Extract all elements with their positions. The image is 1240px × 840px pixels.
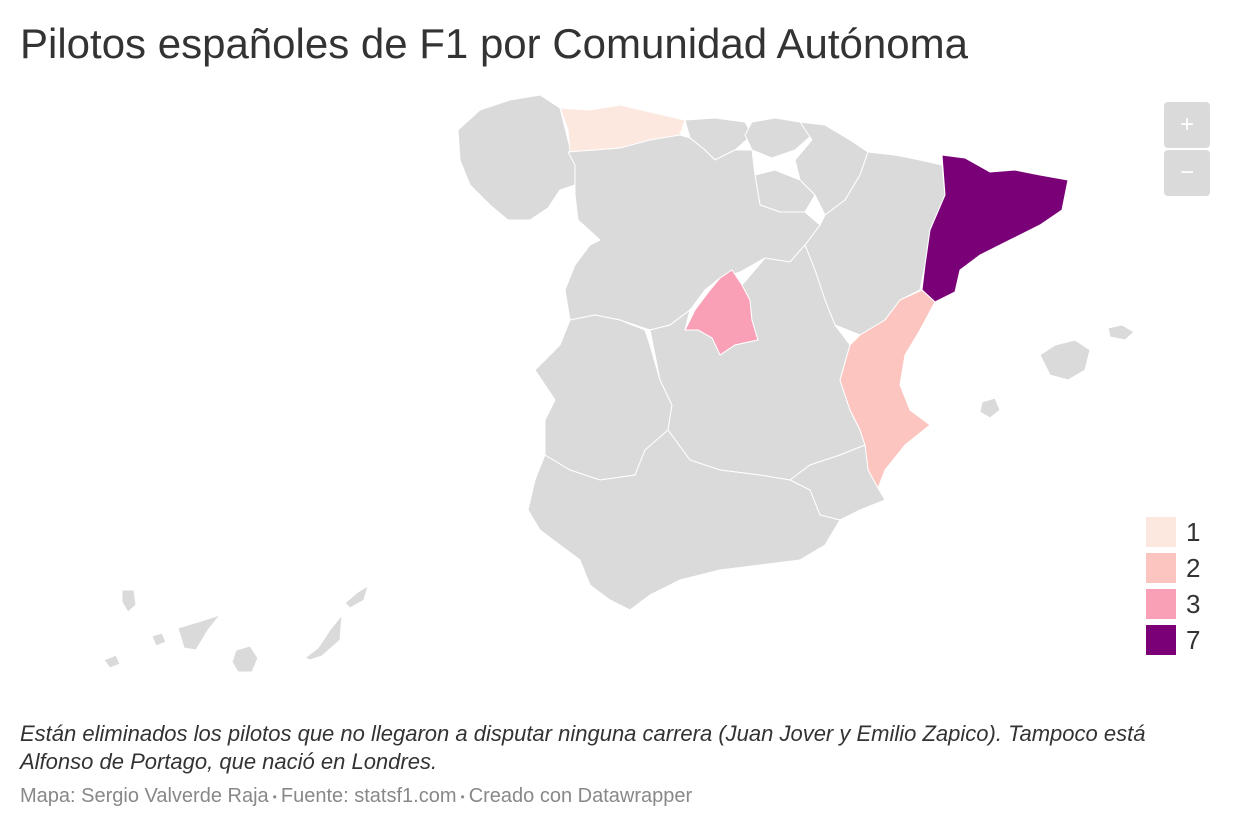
legend-label: 2 bbox=[1186, 552, 1201, 583]
region-galicia[interactable] bbox=[457, 94, 576, 221]
legend-label: 3 bbox=[1186, 588, 1201, 619]
credits: Mapa: Sergio Valverde Raja • Fuente: stats… bbox=[20, 785, 692, 808]
legend-item: 3 bbox=[1146, 586, 1200, 622]
region-canarias-fuerteventura[interactable] bbox=[303, 613, 343, 661]
region-comunidad-valenciana[interactable] bbox=[839, 289, 936, 490]
credit-tool: Creado con Datawrapper bbox=[468, 785, 693, 807]
credit-separator: • bbox=[272, 789, 277, 804]
region-canarias-la-palma[interactable] bbox=[121, 589, 137, 613]
region-baleares-mallorca[interactable] bbox=[1039, 339, 1091, 381]
legend-label: 7 bbox=[1186, 624, 1201, 655]
credit-map: Mapa: Sergio Valverde Raja bbox=[20, 785, 269, 807]
legend-swatch bbox=[1146, 517, 1176, 547]
legend-item: 1 bbox=[1146, 514, 1200, 550]
map[interactable] bbox=[0, 80, 1240, 700]
region-pais-vasco[interactable] bbox=[744, 117, 813, 159]
legend-item: 7 bbox=[1146, 622, 1200, 658]
chart-note: Están eliminados los pilotos que no lleg… bbox=[20, 721, 1146, 774]
region-canarias-gran-canaria[interactable] bbox=[231, 645, 259, 673]
legend: 1 2 3 7 bbox=[1146, 514, 1200, 658]
region-canarias-gomera[interactable] bbox=[151, 632, 167, 647]
region-andalucia[interactable] bbox=[527, 429, 841, 611]
region-cataluna[interactable] bbox=[921, 154, 1069, 303]
region-canarias-hierro[interactable] bbox=[103, 654, 121, 669]
credit-source: Fuente: statsf1.com bbox=[280, 785, 457, 807]
legend-item: 2 bbox=[1146, 550, 1200, 586]
legend-swatch bbox=[1146, 625, 1176, 655]
credit-separator: • bbox=[460, 789, 465, 804]
region-baleares-menorca[interactable] bbox=[1107, 324, 1135, 341]
zoom-in-button[interactable]: + bbox=[1164, 102, 1210, 148]
region-murcia[interactable] bbox=[789, 444, 886, 521]
map-svg[interactable] bbox=[0, 80, 1240, 700]
legend-label: 1 bbox=[1186, 516, 1201, 547]
legend-swatch bbox=[1146, 553, 1176, 583]
region-baleares-ibiza[interactable] bbox=[979, 397, 1001, 419]
region-canarias-tenerife[interactable] bbox=[177, 614, 222, 651]
region-canarias-lanzarote[interactable] bbox=[344, 584, 369, 609]
chart-title: Pilotos españoles de F1 por Comunidad Au… bbox=[20, 20, 968, 67]
zoom-out-button[interactable]: − bbox=[1164, 150, 1210, 196]
legend-swatch bbox=[1146, 589, 1176, 619]
